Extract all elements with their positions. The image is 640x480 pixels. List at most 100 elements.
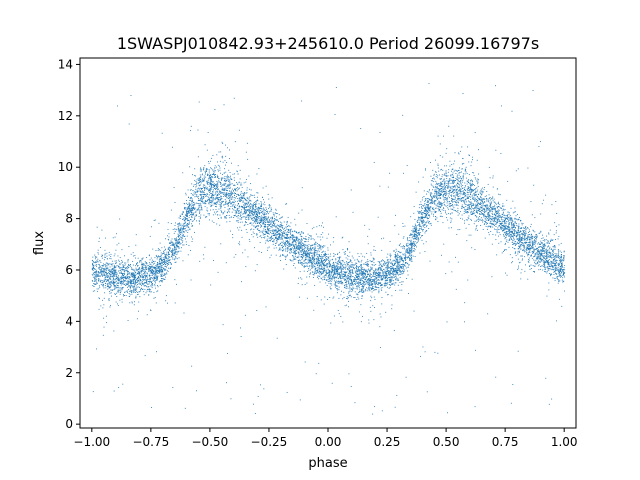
data-point — [522, 258, 524, 260]
data-point — [520, 272, 522, 274]
data-point — [267, 221, 269, 223]
data-point — [484, 220, 486, 222]
data-point — [544, 262, 546, 264]
data-point — [440, 178, 442, 180]
data-point — [186, 224, 188, 226]
data-point — [473, 175, 475, 177]
data-point — [111, 270, 113, 272]
data-point — [546, 257, 548, 259]
data-point — [440, 197, 442, 199]
data-point — [159, 272, 160, 274]
data-point — [211, 196, 212, 198]
data-point — [454, 198, 456, 200]
data-point — [443, 197, 445, 199]
data-point — [229, 183, 231, 185]
data-point — [94, 273, 96, 275]
data-point — [357, 276, 359, 278]
data-point — [470, 208, 472, 210]
data-point — [407, 240, 409, 242]
data-point — [543, 262, 545, 264]
data-point — [205, 186, 207, 188]
data-point — [421, 217, 423, 219]
data-point — [504, 226, 506, 227]
data-point — [346, 304, 347, 306]
data-point — [467, 212, 469, 213]
data-point — [304, 254, 306, 256]
data-point — [454, 190, 456, 192]
data-point — [143, 291, 145, 293]
data-point — [332, 266, 334, 268]
data-point — [152, 274, 154, 275]
data-point — [526, 237, 528, 239]
data-point — [275, 236, 277, 238]
data-point — [113, 284, 115, 286]
data-point — [253, 213, 255, 215]
data-point — [168, 264, 170, 265]
data-point — [464, 211, 466, 213]
data-point — [405, 257, 407, 259]
data-point — [465, 177, 467, 179]
data-point — [376, 286, 378, 288]
data-point — [229, 201, 231, 203]
data-point — [471, 247, 473, 249]
data-point — [541, 254, 542, 256]
data-point — [116, 284, 118, 286]
data-point — [453, 198, 455, 200]
data-point — [196, 220, 197, 222]
data-point — [413, 212, 415, 214]
data-point — [399, 289, 401, 291]
data-point — [461, 168, 463, 170]
data-point — [194, 203, 196, 205]
data-point — [406, 165, 408, 166]
data-point — [172, 252, 174, 254]
data-point — [463, 197, 465, 198]
data-point — [443, 194, 445, 195]
data-point — [201, 209, 203, 211]
data-point — [132, 291, 134, 293]
data-point — [435, 187, 437, 188]
data-point — [356, 275, 358, 277]
data-point — [499, 220, 500, 222]
data-point — [506, 228, 508, 230]
data-point — [486, 223, 487, 225]
data-point — [280, 224, 281, 226]
data-point — [166, 258, 168, 259]
data-point — [252, 236, 254, 238]
data-point — [450, 175, 452, 177]
data-point — [444, 184, 446, 186]
data-point — [465, 204, 467, 206]
data-point — [528, 242, 530, 243]
data-point — [457, 193, 459, 195]
data-point — [143, 263, 145, 265]
data-point — [328, 257, 330, 259]
data-point — [135, 257, 136, 259]
data-point — [150, 277, 152, 279]
data-point — [376, 273, 378, 275]
data-point — [344, 287, 345, 289]
data-point — [251, 204, 253, 206]
data-point — [550, 238, 552, 240]
data-point — [471, 189, 473, 191]
data-point — [121, 278, 123, 279]
data-point — [397, 280, 399, 282]
data-point — [257, 192, 259, 194]
data-point — [222, 161, 224, 163]
data-point — [116, 244, 118, 246]
data-point — [380, 285, 382, 287]
data-point — [283, 221, 285, 223]
data-point — [260, 202, 262, 204]
data-point — [446, 185, 448, 187]
data-point — [290, 248, 292, 249]
data-point — [95, 261, 96, 263]
data-point — [198, 207, 200, 209]
data-point — [132, 283, 134, 284]
data-point — [253, 205, 254, 207]
data-point — [504, 215, 506, 217]
data-point — [170, 263, 172, 265]
data-point — [331, 270, 333, 272]
data-point — [219, 191, 221, 193]
data-point — [197, 209, 199, 211]
data-point — [269, 257, 271, 259]
data-point — [365, 278, 367, 280]
data-point — [325, 270, 327, 272]
